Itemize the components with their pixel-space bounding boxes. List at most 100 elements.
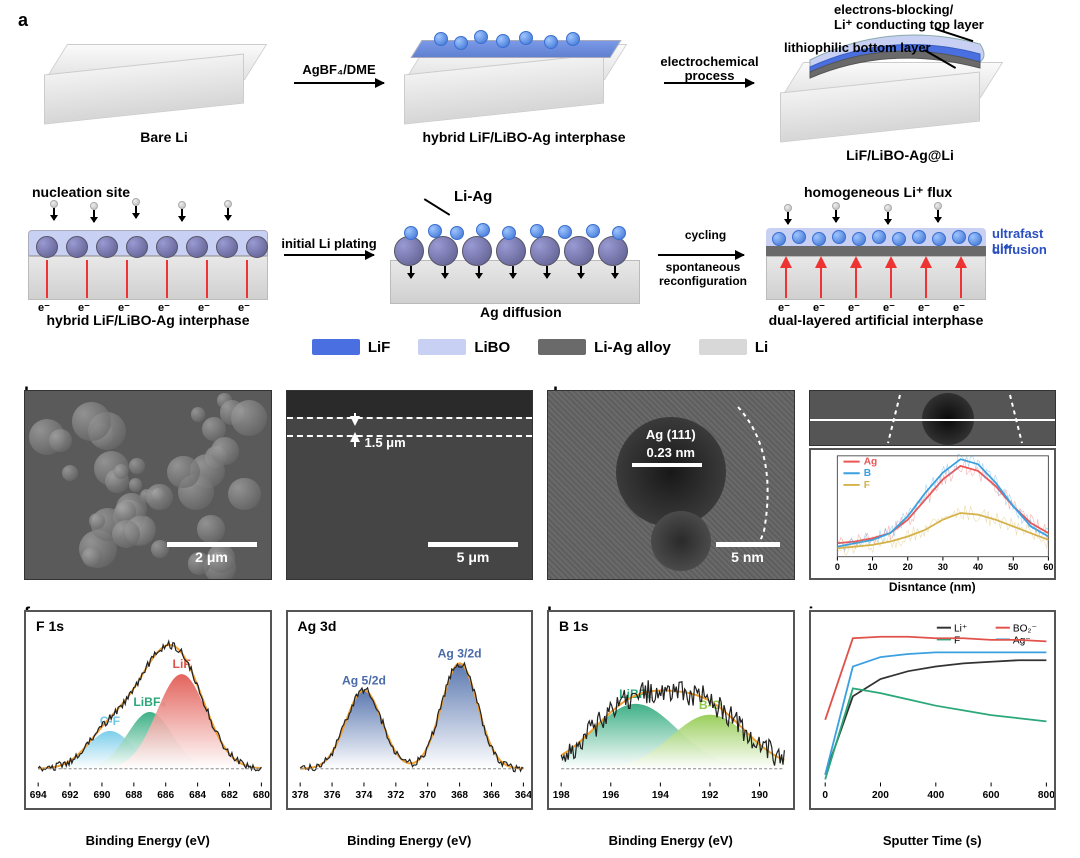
panel-g: g Ag 3d 378376374372370368366364Ag 5/2dA… xyxy=(286,610,534,830)
scalebar-b-text: 2 μm xyxy=(195,549,228,565)
xps-h-title: B 1s xyxy=(559,618,589,634)
xsec-2: Ag diffusion xyxy=(390,204,640,304)
svg-text:Ag 3/2d: Ag 3/2d xyxy=(437,647,481,661)
panel-h: h B 1s 198196194192190LiBF₄B-O Binding E… xyxy=(547,610,795,830)
legend-label: LiBO xyxy=(474,339,510,356)
hybrid-caption: hybrid LiF/LiBO-Ag interphase xyxy=(404,129,644,145)
legend-label: Li-Ag alloy xyxy=(594,339,671,356)
svg-text:366: 366 xyxy=(483,790,500,801)
legend-label: Li xyxy=(755,339,768,356)
xps-h: B 1s 198196194192190LiBF₄B-O xyxy=(547,610,795,810)
svg-text:680: 680 xyxy=(253,790,270,801)
svg-text:50: 50 xyxy=(1008,562,1018,572)
schematic-row2: nucleation site xyxy=(24,192,1056,322)
panel-b: b 2 μm xyxy=(24,390,272,590)
svg-text:10: 10 xyxy=(867,562,877,572)
svg-text:Li⁺: Li⁺ xyxy=(954,624,967,635)
svg-text:364: 364 xyxy=(514,790,531,801)
svg-text:374: 374 xyxy=(355,790,372,801)
svg-text:800: 800 xyxy=(1037,790,1054,801)
svg-text:692: 692 xyxy=(62,790,79,801)
schematic-row1: Bare Li AgBF₄/DME hybrid LiF/LiBO-Ag int… xyxy=(24,22,1056,182)
sem-c: 1.5 μm 5 μm xyxy=(286,390,534,580)
arrow-cycling xyxy=(658,254,744,256)
scalebar-d-text: 5 nm xyxy=(731,549,764,565)
svg-text:600: 600 xyxy=(982,790,999,801)
cycling-mid: spontaneous xyxy=(648,260,758,274)
arrow-initial-label: initial Li plating xyxy=(274,236,384,251)
anno-top2: lithiophilic bottom layer xyxy=(784,40,984,55)
scalebar-b: 2 μm xyxy=(167,542,257,565)
anno-top1: electrons-blocking/ Li⁺ conducting top l… xyxy=(834,2,1054,33)
svg-text:378: 378 xyxy=(291,790,308,801)
svg-text:194: 194 xyxy=(652,790,669,801)
duallayer-caption: LiF/LiBO-Ag@Li xyxy=(780,147,1020,163)
svg-text:200: 200 xyxy=(872,790,889,801)
spacing-label: 0.23 nm xyxy=(548,445,794,460)
tem-d: Ag (111) 0.23 nm 5 nm xyxy=(547,390,795,580)
ultrafast-bot: diffusion xyxy=(992,242,1047,257)
legend-item: LiBO xyxy=(418,339,510,356)
xsec1-caption: hybrid LiF/LiBO-Ag interphase xyxy=(28,312,268,328)
panel-c: c 1.5 μm 5 μm xyxy=(286,390,534,590)
svg-text:690: 690 xyxy=(93,790,110,801)
xsec-1: e⁻ e⁻ e⁻ e⁻ e⁻ e⁻ hybrid LiF/LiBO-Ag int… xyxy=(28,200,268,300)
xps-g-xlabel: Binding Energy (eV) xyxy=(286,833,534,848)
svg-text:372: 372 xyxy=(387,790,404,801)
panel-e: e 0102030405060AgBF Disntance (nm) xyxy=(809,390,1057,590)
thickness-label: 1.5 μm xyxy=(365,435,406,450)
svg-text:370: 370 xyxy=(419,790,436,801)
legend: LiF LiBO Li-Ag alloy Li xyxy=(24,332,1056,362)
scalebar-d: 5 nm xyxy=(716,542,780,565)
legend-swatch xyxy=(538,339,586,355)
ag111-label: Ag (111) xyxy=(548,427,794,442)
sims-i-xlabel: Sputter Time (s) xyxy=(809,833,1057,848)
xps-f-xlabel: Binding Energy (eV) xyxy=(24,833,272,848)
xps-h-xlabel: Binding Energy (eV) xyxy=(547,833,795,848)
svg-text:40: 40 xyxy=(972,562,982,572)
legend-item: LiF xyxy=(312,339,391,356)
arrow-agbf4-label: AgBF₄/DME xyxy=(284,62,394,77)
svg-text:20: 20 xyxy=(902,562,912,572)
liag-label: Li-Ag xyxy=(454,188,492,205)
svg-text:400: 400 xyxy=(927,790,944,801)
svg-text:Ag 5/2d: Ag 5/2d xyxy=(341,674,385,688)
svg-text:682: 682 xyxy=(221,790,238,801)
svg-text:198: 198 xyxy=(553,790,570,801)
scalebar-c-text: 5 μm xyxy=(457,549,490,565)
panel-f: f F 1s 694692690688686684682680C-FLiBF₄L… xyxy=(24,610,272,830)
xps-g: Ag 3d 378376374372370368366364Ag 5/2dAg … xyxy=(286,610,534,810)
sem-b: 2 μm xyxy=(24,390,272,580)
cycling-top: cycling xyxy=(658,228,753,242)
svg-text:B: B xyxy=(863,468,870,479)
svg-text:694: 694 xyxy=(30,790,47,801)
cycling-bot: reconfiguration xyxy=(648,274,758,288)
homo-label: homogeneous Li⁺ flux xyxy=(804,184,952,201)
svg-text:368: 368 xyxy=(451,790,468,801)
panel-e-xlabel: Disntance (nm) xyxy=(811,580,1055,594)
panel-d: d Ag (111) 0.23 nm 5 nm xyxy=(547,390,795,590)
legend-item: Li-Ag alloy xyxy=(538,339,671,356)
agdiff-label: Ag diffusion xyxy=(480,304,562,320)
legend-item: Li xyxy=(699,339,768,356)
svg-text:30: 30 xyxy=(937,562,947,572)
panel-a-schematic: a Bare Li AgBF₄/DME hybrid LiF/LiBO-Ag xyxy=(24,12,1056,370)
svg-text:F⁻: F⁻ xyxy=(954,635,966,646)
xsec3-caption: dual-layered artificial interphase xyxy=(766,312,986,328)
panel-e-haadf xyxy=(809,390,1057,446)
svg-text:F: F xyxy=(863,480,869,491)
arrow-echem-top: electrochemical xyxy=(652,54,767,69)
arrow-agbf4 xyxy=(294,82,384,84)
bare-li-block: Bare Li xyxy=(44,34,284,144)
panel-i: i 0200400600800Li⁺BO₂⁻F⁻Ag⁻ Sputter Time… xyxy=(809,610,1057,830)
bare-li-caption: Bare Li xyxy=(44,129,284,145)
svg-text:0: 0 xyxy=(834,562,839,572)
xps-f-title: F 1s xyxy=(36,618,64,634)
legend-swatch xyxy=(699,339,747,355)
legend-swatch xyxy=(418,339,466,355)
dual-layer-block: LiF/LiBO-Ag@Li xyxy=(780,52,1020,162)
svg-text:376: 376 xyxy=(323,790,340,801)
svg-text:Ag: Ag xyxy=(863,457,877,468)
panel-e-linescan: 0102030405060AgBF Disntance (nm) xyxy=(809,448,1057,580)
svg-text:BO₂⁻: BO₂⁻ xyxy=(1012,624,1036,635)
